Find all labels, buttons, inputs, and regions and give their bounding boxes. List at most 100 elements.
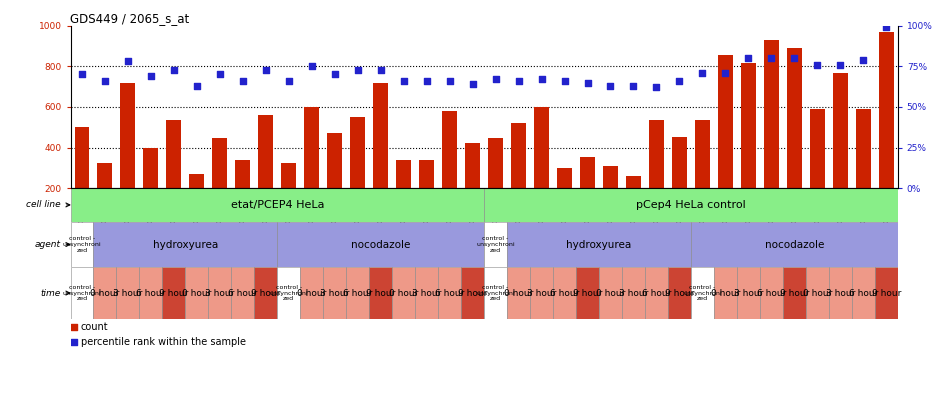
Point	[120, 58, 135, 65]
Point	[511, 78, 526, 84]
Text: count: count	[81, 322, 108, 332]
Bar	[833, 73, 848, 228]
Bar	[645, 267, 668, 319]
Point	[144, 73, 159, 79]
Text: 0 hour: 0 hour	[596, 289, 625, 297]
Point	[332, 153, 347, 160]
Bar	[235, 160, 250, 228]
Bar	[530, 267, 553, 319]
Bar	[879, 32, 894, 228]
Point	[603, 83, 618, 89]
Text: 6 hour: 6 hour	[550, 289, 579, 297]
Bar	[281, 163, 296, 228]
Point	[741, 55, 756, 61]
Text: 0 hour: 0 hour	[504, 289, 533, 297]
Point	[442, 78, 457, 84]
Point	[351, 67, 366, 73]
Point	[465, 81, 480, 88]
Bar	[396, 160, 411, 228]
Bar	[599, 267, 622, 319]
Bar	[462, 267, 484, 319]
Point	[281, 78, 296, 84]
Bar	[626, 176, 641, 228]
Text: nocodazole: nocodazole	[351, 240, 411, 249]
Point	[98, 78, 113, 84]
Text: 6 hour: 6 hour	[136, 289, 165, 297]
Point	[626, 83, 641, 89]
Text: GDS449 / 2065_s_at: GDS449 / 2065_s_at	[70, 11, 190, 25]
Bar	[351, 118, 365, 228]
Bar	[557, 168, 572, 228]
Point	[419, 78, 434, 84]
Point	[672, 78, 687, 84]
Text: control -
unsynchroni
zed: control - unsynchroni zed	[477, 236, 515, 253]
Bar	[369, 267, 392, 319]
Text: etat/PCEP4 HeLa: etat/PCEP4 HeLa	[230, 200, 324, 210]
Text: 9 hour: 9 hour	[458, 289, 487, 297]
Bar	[305, 107, 320, 228]
Bar	[323, 267, 346, 319]
Bar	[852, 267, 875, 319]
Text: 6 hour: 6 hour	[343, 289, 372, 297]
Text: 6 hour: 6 hour	[757, 289, 786, 297]
Text: 3 hour: 3 hour	[412, 289, 442, 297]
Text: 0 hour: 0 hour	[182, 289, 212, 297]
Bar	[209, 267, 231, 319]
Text: agent: agent	[35, 240, 60, 249]
Bar	[166, 120, 181, 228]
Bar	[576, 267, 599, 319]
Text: 6 hour: 6 hour	[435, 289, 464, 297]
Bar	[713, 267, 737, 319]
Text: 9 hour: 9 hour	[665, 289, 694, 297]
Point	[212, 71, 227, 78]
Point	[488, 76, 503, 82]
Text: 3 hour: 3 hour	[113, 289, 143, 297]
Text: 3 hour: 3 hour	[205, 289, 235, 297]
Point	[534, 76, 549, 82]
Text: 3 hour: 3 hour	[825, 289, 855, 297]
Point	[649, 84, 664, 91]
Point	[305, 63, 320, 69]
Bar	[760, 267, 783, 319]
Bar	[98, 163, 113, 228]
Bar	[438, 267, 462, 319]
Bar	[691, 222, 898, 267]
Bar	[649, 120, 664, 228]
Bar	[346, 267, 369, 319]
Bar	[189, 174, 204, 228]
Bar	[70, 222, 93, 267]
Bar	[93, 222, 277, 267]
Bar	[580, 157, 595, 228]
Bar	[875, 267, 898, 319]
Bar	[718, 55, 733, 228]
Text: 9 hour: 9 hour	[251, 289, 280, 297]
Text: 3 hour: 3 hour	[733, 289, 763, 297]
Text: cell line: cell line	[26, 200, 60, 209]
Bar	[787, 48, 802, 228]
Text: control -
unsynchroni
zed: control - unsynchroni zed	[63, 285, 102, 301]
Bar	[185, 267, 209, 319]
Text: 6 hour: 6 hour	[849, 289, 878, 297]
Point	[833, 61, 848, 68]
Point	[74, 71, 89, 78]
Text: 3 hour: 3 hour	[526, 289, 556, 297]
Text: 9 hour: 9 hour	[779, 289, 809, 297]
Text: control -
unsynchroni
zed: control - unsynchroni zed	[270, 285, 308, 301]
Bar	[231, 267, 255, 319]
Bar	[93, 267, 117, 319]
Bar	[144, 147, 158, 228]
Bar	[806, 267, 829, 319]
Bar	[764, 40, 778, 228]
Bar	[672, 137, 687, 228]
Bar	[484, 188, 898, 222]
Text: 0 hour: 0 hour	[389, 289, 418, 297]
Bar	[507, 222, 691, 267]
Point	[695, 70, 710, 76]
Text: control -
unsynchroni
zed: control - unsynchroni zed	[63, 236, 102, 253]
Bar	[277, 267, 300, 319]
Point	[327, 71, 342, 78]
Bar	[300, 267, 323, 319]
Point	[166, 67, 181, 73]
Bar	[277, 222, 484, 267]
Point	[332, 292, 347, 298]
